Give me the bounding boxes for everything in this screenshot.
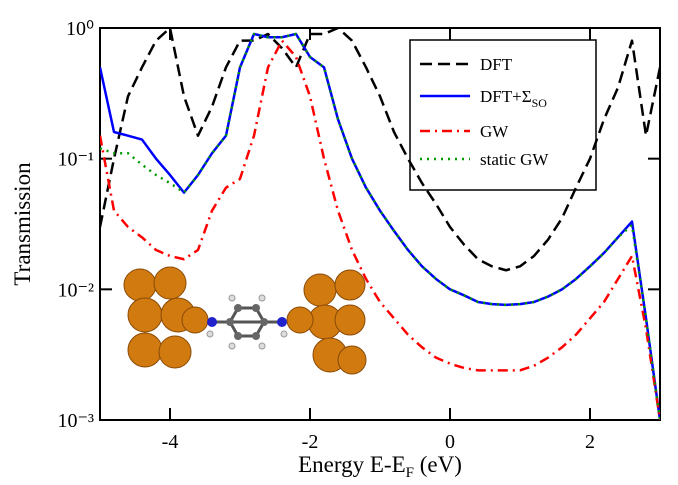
legend-label: static GW xyxy=(480,150,549,169)
legend-label: DFT xyxy=(480,55,513,74)
series-line xyxy=(100,32,660,420)
molecule-inset xyxy=(123,266,367,382)
y-tick-label: 10⁻³ xyxy=(57,410,94,432)
legend-label: DFT+ΣSO xyxy=(480,87,547,110)
x-tick-label: 0 xyxy=(445,431,455,453)
series-line xyxy=(100,28,660,272)
x-axis-label-suffix: (eV) xyxy=(414,452,462,477)
legend-label-main: DFT xyxy=(480,55,513,74)
legend-label-main: static GW xyxy=(480,150,549,169)
legend-label-main: DFT+Σ xyxy=(480,87,532,106)
legend-label-main: GW xyxy=(480,122,509,141)
y-axis-label: Transmission xyxy=(10,162,35,286)
x-axis-label-main: Energy E-E xyxy=(298,452,406,477)
x-tick-label: -2 xyxy=(302,431,319,453)
y-tick-label: 10⁰ xyxy=(66,18,94,40)
x-tick-label: 2 xyxy=(585,431,595,453)
y-tick-label: 10⁻¹ xyxy=(57,149,94,171)
x-axis-label: Energy E-EF (eV) xyxy=(298,452,462,481)
legend-label: GW xyxy=(480,122,509,141)
x-axis-label-sub: F xyxy=(406,465,414,481)
legend-label-sub: SO xyxy=(532,96,548,110)
plot-lines xyxy=(100,28,660,420)
y-tick-label: 10⁻² xyxy=(57,279,94,301)
x-tick-label: -4 xyxy=(162,431,179,453)
